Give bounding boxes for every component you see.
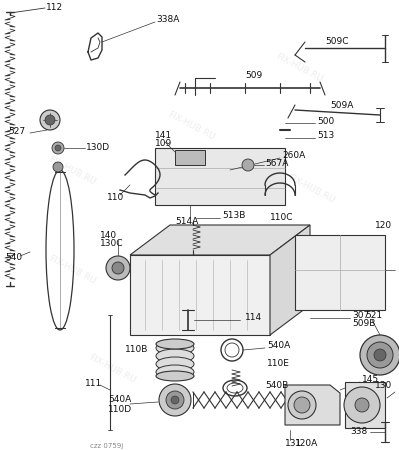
- Polygon shape: [130, 225, 310, 255]
- Text: 110C: 110C: [270, 213, 294, 222]
- Circle shape: [294, 397, 310, 413]
- Text: FIX-HUB.RU: FIX-HUB.RU: [87, 353, 136, 385]
- Text: 509: 509: [245, 71, 262, 80]
- Text: 120: 120: [375, 220, 392, 230]
- Ellipse shape: [156, 339, 194, 349]
- Text: 513B: 513B: [222, 212, 245, 220]
- Text: 141: 141: [155, 130, 172, 140]
- Text: 130: 130: [375, 381, 392, 390]
- Text: 110D: 110D: [108, 405, 132, 414]
- Circle shape: [288, 391, 316, 419]
- Text: 514A: 514A: [175, 217, 198, 226]
- Text: 540B: 540B: [265, 381, 288, 390]
- Polygon shape: [345, 382, 385, 428]
- Polygon shape: [130, 255, 270, 335]
- Text: 120A: 120A: [295, 438, 318, 447]
- Polygon shape: [295, 235, 385, 310]
- Polygon shape: [270, 225, 310, 335]
- Text: 110E: 110E: [267, 360, 290, 369]
- Text: 509A: 509A: [330, 100, 354, 109]
- Text: 140: 140: [100, 230, 117, 239]
- Text: FIX-HUB.RU: FIX-HUB.RU: [47, 254, 97, 286]
- Text: 114: 114: [245, 314, 262, 323]
- Circle shape: [355, 398, 369, 412]
- Circle shape: [52, 142, 64, 154]
- Text: 110: 110: [107, 193, 124, 202]
- Ellipse shape: [156, 371, 194, 381]
- Ellipse shape: [156, 365, 194, 379]
- Text: 338: 338: [350, 428, 367, 436]
- Polygon shape: [155, 148, 285, 205]
- Text: FIX-HUB.RU: FIX-HUB.RU: [167, 110, 216, 142]
- Text: 527: 527: [8, 126, 25, 135]
- Circle shape: [106, 256, 130, 280]
- Text: 260A: 260A: [282, 152, 305, 161]
- Circle shape: [53, 162, 63, 172]
- Text: 509B: 509B: [352, 320, 375, 328]
- Ellipse shape: [156, 357, 194, 371]
- Text: 307: 307: [352, 310, 369, 320]
- Text: 500: 500: [317, 117, 334, 126]
- Text: 540A: 540A: [108, 396, 131, 405]
- Text: czz 0759j: czz 0759j: [90, 443, 123, 449]
- Polygon shape: [285, 385, 340, 425]
- Text: 130D: 130D: [86, 144, 110, 153]
- Circle shape: [367, 342, 393, 368]
- Circle shape: [171, 396, 179, 404]
- Circle shape: [40, 110, 60, 130]
- Text: 131: 131: [285, 438, 302, 447]
- Circle shape: [45, 115, 55, 125]
- Text: 509C: 509C: [325, 37, 348, 46]
- Text: 540A: 540A: [267, 342, 290, 351]
- Circle shape: [112, 262, 124, 274]
- Bar: [320, 278, 350, 286]
- Text: FIX-HUB.RU: FIX-HUB.RU: [183, 231, 232, 264]
- Ellipse shape: [156, 341, 194, 355]
- Circle shape: [360, 335, 399, 375]
- Text: 338A: 338A: [156, 15, 180, 24]
- Text: 145: 145: [362, 375, 379, 384]
- Text: FIX-HUB.RU: FIX-HUB.RU: [223, 308, 272, 340]
- Text: 567A: 567A: [265, 158, 288, 167]
- Polygon shape: [175, 150, 205, 165]
- Ellipse shape: [156, 349, 194, 363]
- Text: 521: 521: [365, 310, 382, 320]
- Text: 110B: 110B: [125, 346, 148, 355]
- Circle shape: [344, 387, 380, 423]
- Text: FIX-HUB.RU: FIX-HUB.RU: [47, 155, 97, 187]
- Text: 130C: 130C: [100, 239, 124, 248]
- Circle shape: [159, 384, 191, 416]
- Circle shape: [242, 159, 254, 171]
- Circle shape: [166, 391, 184, 409]
- Circle shape: [374, 349, 386, 361]
- Text: FIX-HUB.RU: FIX-HUB.RU: [286, 173, 336, 205]
- Text: 540: 540: [5, 252, 22, 261]
- Text: 109: 109: [155, 140, 172, 148]
- Text: FIX-HUB.RU: FIX-HUB.RU: [275, 51, 324, 84]
- Text: 513: 513: [317, 131, 334, 140]
- Text: 111: 111: [85, 378, 102, 387]
- Circle shape: [55, 145, 61, 151]
- Text: 112: 112: [46, 3, 63, 12]
